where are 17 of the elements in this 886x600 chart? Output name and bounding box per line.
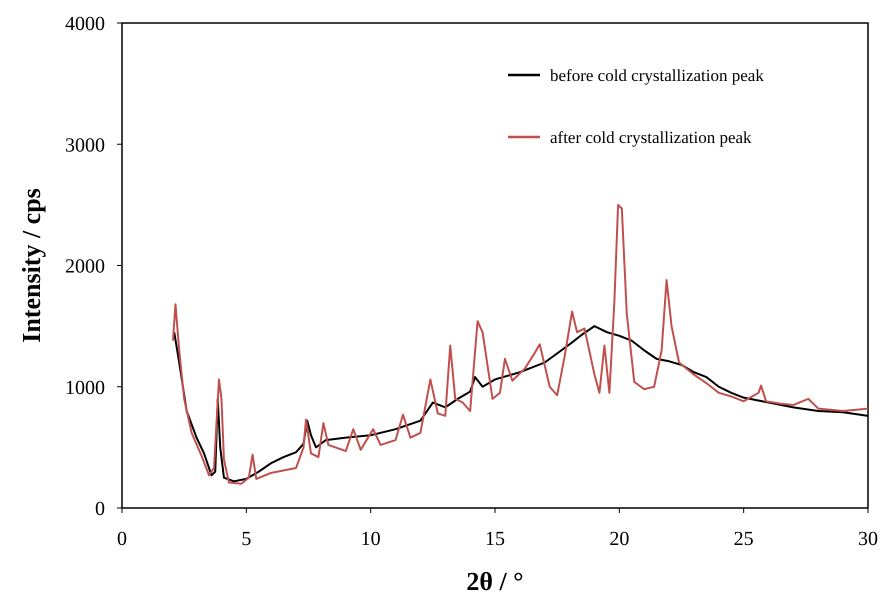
line-series [172, 204, 869, 485]
y-tick-label: 2000 [65, 256, 105, 278]
x-tick-label: 5 [241, 528, 252, 550]
x-tick-label: 25 [734, 528, 754, 550]
y-tick-label: 0 [95, 498, 105, 520]
y-tick-label: 1000 [65, 376, 105, 399]
y-axis-title: Intensity / cps [17, 188, 46, 343]
x-tick-label: 15 [485, 528, 505, 550]
x-axis-title: 2θ / ° [466, 567, 524, 596]
y-tick-label: 3000 [65, 134, 105, 156]
x-tick-label: 20 [609, 528, 630, 550]
x-tick-label: 30 [858, 528, 878, 550]
legend-label: after cold crystallization peak [550, 128, 752, 147]
x-tick-label: 0 [117, 528, 127, 550]
x-tick-label: 10 [360, 528, 381, 550]
legend-label: before cold crystallization peak [550, 66, 764, 85]
y-tick-label: 4000 [65, 13, 105, 35]
